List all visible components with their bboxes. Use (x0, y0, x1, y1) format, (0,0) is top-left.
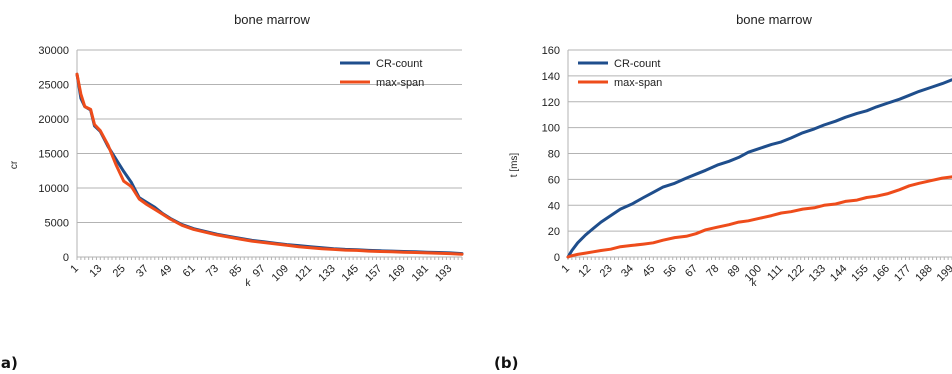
x-tick-label: 166 (871, 263, 892, 284)
x-tick-label: 157 (363, 263, 384, 284)
y-tick-label: 10000 (38, 183, 69, 195)
chart-a: bone marrow 0 5000 10000 15000 20000 25000 3000… (0, 12, 464, 372)
y-tick-label: 140 (542, 71, 560, 83)
x-tick-label: 199 (935, 263, 952, 284)
panel-label: (a) (0, 354, 18, 372)
panel-label: (b) (494, 354, 518, 372)
x-tick-label: 121 (293, 263, 314, 284)
y-tick-label: 40 (548, 200, 560, 212)
y-tick-label: 0 (63, 252, 69, 264)
x-tick-label: 133 (807, 263, 828, 284)
x-tick-label: 109 (270, 263, 291, 284)
x-tick-label: 34 (619, 263, 636, 280)
x-tick-label: 45 (640, 263, 657, 280)
y-tick-label: 25000 (38, 80, 69, 92)
y-axis-label: t [ms] (509, 153, 520, 178)
x-tick-label: 56 (662, 263, 679, 280)
x-tick-label: 89 (726, 263, 743, 280)
x-tick-label: 193 (433, 263, 454, 284)
y-tick-label: 5000 (45, 218, 69, 230)
x-tick-label: 13 (87, 263, 104, 280)
y-tick-label: 60 (548, 174, 560, 186)
series-line-cr-count (566, 78, 952, 259)
x-tick-label: 73 (204, 263, 221, 280)
x-tick-label: 67 (683, 263, 700, 280)
y-tick-label: 100 (542, 123, 560, 135)
chart-title: bone marrow (234, 12, 310, 27)
chart-title: bone marrow (736, 12, 812, 27)
x-tick-label: 181 (410, 263, 431, 284)
x-tick-label: 61 (181, 263, 198, 280)
y-axis-label: cr (9, 160, 20, 169)
x-tick-label: 12 (576, 263, 593, 280)
y-tick-label: 120 (542, 97, 560, 109)
legend: CR-count max-span (578, 58, 662, 89)
y-tick-label: 30000 (38, 45, 69, 57)
legend-label: CR-count (376, 58, 422, 70)
x-tick-label: 1 (68, 263, 81, 276)
x-tick-label: 97 (251, 263, 268, 280)
x-tick-label: 25 (111, 263, 128, 280)
legend-label: CR-count (614, 58, 660, 70)
x-tick-label: 145 (340, 263, 361, 284)
series-line-max-span (75, 72, 464, 256)
legend: CR-count max-span (340, 58, 424, 89)
y-tick-label: 15000 (38, 149, 69, 161)
x-tick-label: 85 (227, 263, 244, 280)
x-tick-label: 155 (849, 263, 870, 284)
y-tick-label: 20 (548, 226, 560, 238)
x-tick-label: 37 (134, 263, 151, 280)
x-tick-label: 188 (913, 263, 934, 284)
x-tick-label: 1 (559, 263, 572, 276)
x-tick-label: 133 (316, 263, 337, 284)
x-tick-label: 23 (598, 263, 615, 280)
x-tick-label: 49 (157, 263, 174, 280)
x-axis-label: k (246, 278, 252, 289)
x-tick-label: 177 (892, 263, 913, 284)
x-axis-label: k (752, 278, 758, 289)
y-tick-label: 160 (542, 45, 560, 57)
y-tick-label: 20000 (38, 114, 69, 126)
chart-b: bone marrow 0 20 40 60 80 100 120 140 160 1 12 23 34 4… (494, 12, 952, 372)
x-tick-label: 122 (785, 263, 806, 284)
legend-label: max-span (614, 77, 662, 89)
y-tick-label: 0 (554, 252, 560, 264)
y-tick-label: 80 (548, 149, 560, 161)
x-tick-label: 111 (765, 263, 785, 283)
x-tick-label: 144 (828, 263, 849, 284)
series-line-cr-count (75, 72, 464, 256)
x-tick-label: 78 (704, 263, 721, 280)
x-tick-label: 169 (386, 263, 407, 284)
series-line-max-span (566, 175, 952, 259)
legend-label: max-span (376, 77, 424, 89)
